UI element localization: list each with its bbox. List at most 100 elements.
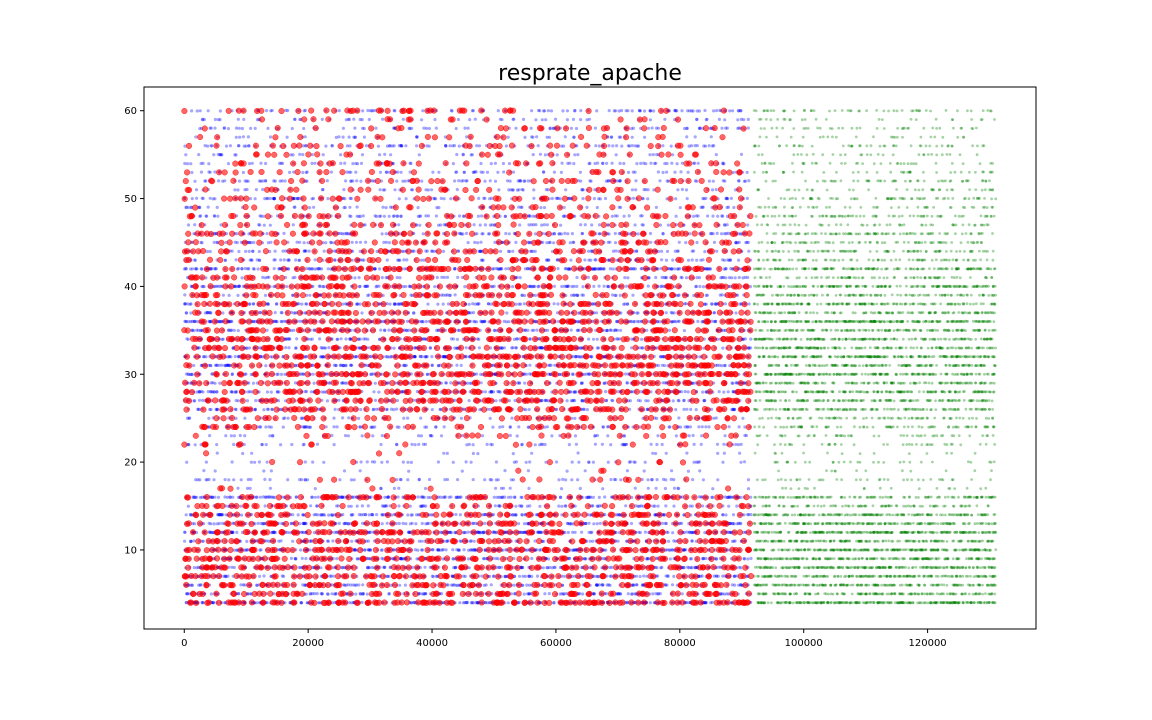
data-point: [224, 434, 228, 438]
data-point: [623, 372, 628, 376]
data-point: [315, 504, 319, 508]
data-point: [714, 557, 718, 561]
data-point: [438, 407, 442, 411]
data-point: [726, 390, 730, 394]
data-point: [656, 592, 660, 596]
data-point: [440, 592, 444, 596]
data-point: [682, 407, 686, 411]
data-point: [732, 574, 736, 578]
data-point: [315, 442, 320, 446]
data-point: [583, 469, 587, 473]
data-point: [690, 539, 694, 543]
data-point: [291, 539, 295, 543]
data-point: [246, 390, 250, 394]
data-point: [672, 574, 676, 579]
data-point: [232, 434, 236, 438]
data-point: [239, 478, 243, 482]
data-point: [569, 399, 574, 403]
data-point: [403, 583, 407, 587]
data-point: [373, 460, 377, 464]
data-point: [264, 443, 268, 447]
data-point: [501, 425, 505, 429]
data-point: [375, 513, 379, 517]
data-point: [521, 574, 525, 578]
data-point: [535, 574, 540, 578]
data-point: [261, 495, 265, 499]
data-point: [304, 522, 308, 526]
data-point: [701, 478, 706, 482]
data-point: [337, 521, 341, 526]
data-point: [548, 363, 552, 367]
data-point: [398, 583, 402, 587]
data-point: [407, 469, 411, 473]
data-point: [417, 442, 421, 446]
data-point: [667, 548, 671, 552]
data-point: [547, 592, 551, 596]
data-point: [731, 513, 736, 517]
data-point: [488, 416, 492, 420]
data-point: [497, 504, 501, 508]
data-point: [331, 539, 335, 543]
data-point: [367, 566, 371, 570]
data-point: [349, 478, 353, 482]
data-point: [689, 407, 693, 411]
data-point: [473, 548, 477, 552]
data-point: [357, 416, 361, 420]
data-point: [494, 478, 498, 482]
data-point: [449, 381, 453, 385]
data-point: [557, 478, 561, 482]
data-point: [185, 592, 189, 596]
data-point: [237, 592, 241, 596]
data-point: [261, 522, 265, 526]
data-point: [316, 513, 320, 517]
data-point: [528, 363, 532, 367]
data-point: [370, 512, 374, 517]
data-point: [557, 504, 561, 508]
data-point: [483, 521, 487, 526]
data-point: [749, 556, 753, 561]
data-point: [464, 460, 468, 464]
data-point: [286, 416, 290, 420]
data-point: [691, 478, 695, 482]
data-point: [508, 425, 512, 429]
data-point: [525, 521, 529, 526]
data-point: [395, 443, 399, 447]
data-point: [496, 557, 500, 561]
data-point: [184, 513, 188, 517]
data-point: [633, 486, 637, 490]
data-point: [451, 548, 455, 552]
data-point: [483, 390, 488, 394]
data-point: [658, 355, 663, 359]
data-point: [660, 442, 664, 447]
data-point: [299, 530, 304, 534]
data-point: [489, 390, 493, 394]
data-point: [194, 478, 198, 482]
data-point: [183, 530, 187, 534]
data-point: [212, 478, 216, 482]
data-point: [350, 601, 354, 605]
data-point: [266, 495, 270, 499]
data-point: [410, 513, 414, 517]
data-point: [458, 495, 462, 499]
data-point: [380, 522, 384, 526]
data-point: [190, 583, 194, 587]
data-point: [488, 478, 492, 482]
data-point: [486, 601, 490, 605]
data-point: [672, 504, 676, 508]
data-point: [396, 495, 400, 499]
data-point: [308, 548, 312, 552]
data-point: [413, 548, 417, 552]
data-point: [268, 478, 272, 482]
data-point: [509, 364, 513, 368]
data-point: [494, 460, 498, 464]
data-point: [501, 486, 506, 490]
data-point: [464, 600, 468, 605]
data-point: [697, 460, 702, 464]
data-point: [332, 363, 336, 367]
data-point: [471, 601, 475, 605]
data-point: [609, 574, 613, 578]
data-point: [698, 469, 702, 473]
data-point: [520, 495, 524, 499]
data-point: [591, 495, 596, 499]
